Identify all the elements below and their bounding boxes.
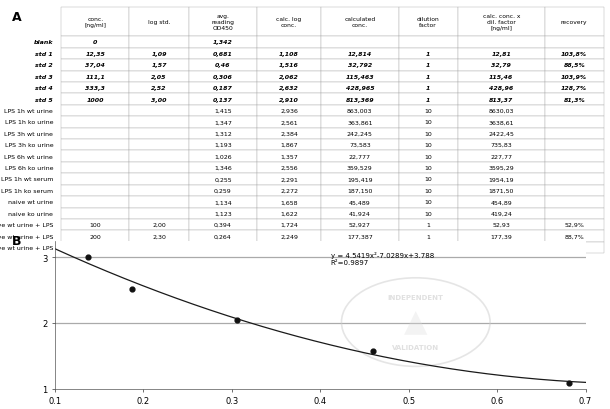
Point xyxy=(368,348,378,355)
Text: VALIDATION: VALIDATION xyxy=(392,344,439,351)
Text: A: A xyxy=(12,11,22,24)
Text: y = 4.5419x²-7.0289x+3.788
R²=0.9897: y = 4.5419x²-7.0289x+3.788 R²=0.9897 xyxy=(331,252,434,265)
Point xyxy=(127,286,137,292)
Text: ▲: ▲ xyxy=(404,308,428,337)
Point xyxy=(564,380,573,386)
Point xyxy=(83,254,93,261)
Text: B: B xyxy=(12,234,22,247)
Point xyxy=(232,317,242,323)
Text: INDEPENDENT: INDEPENDENT xyxy=(388,294,444,300)
